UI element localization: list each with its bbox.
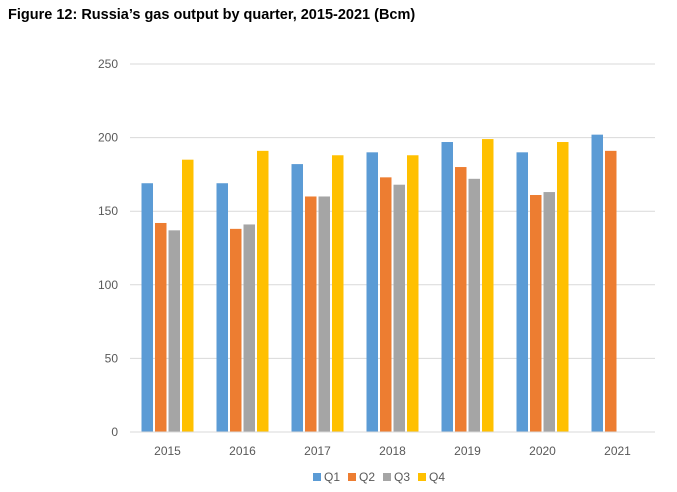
bar-q3-2017 [318,196,330,432]
bar-q2-2015 [155,222,167,432]
legend-label-q4: Q4 [429,470,445,484]
legend-label-q1: Q1 [324,470,340,484]
legend-label-q2: Q2 [359,470,375,484]
bar-q1-2021 [591,134,603,432]
y-tick-label: 50 [105,351,119,365]
x-tick-label: 2021 [604,444,631,458]
bar-q4-2015 [182,159,194,432]
bar-q2-2017 [305,196,317,432]
bar-q4-2019 [482,139,494,432]
legend-label-q3: Q3 [394,470,410,484]
bar-q3-2015 [168,230,180,432]
bar-q3-2019 [468,178,480,432]
bar-q4-2016 [257,150,269,432]
legend-swatch-q1 [313,473,321,481]
y-axis-tick-labels: 0 50 100 150 200 250 [98,57,118,439]
legend-swatch-q3 [383,473,391,481]
bar-q1-2018 [366,152,378,432]
bar-q2-2021 [605,150,617,432]
x-tick-label: 2017 [304,444,331,458]
bar-q4-2018 [407,155,419,432]
bar-q4-2017 [332,155,344,432]
bar-q1-2019 [441,142,453,433]
chart-title: Figure 12: Russia’s gas output by quarte… [8,7,416,23]
bar-q2-2020 [530,195,542,432]
legend-swatch-q2 [348,473,356,481]
bar-q1-2020 [516,152,528,432]
bar-q1-2016 [216,183,228,432]
x-tick-label: 2016 [229,444,256,458]
x-tick-label: 2015 [154,444,181,458]
legend: Q1 Q2 Q3 Q4 [313,470,445,484]
bar-q2-2016 [230,228,242,432]
bar-q3-2018 [393,184,405,432]
x-tick-label: 2019 [454,444,481,458]
bar-q2-2018 [380,177,392,432]
bar-q3-2020 [543,192,555,432]
gridlines [130,63,655,359]
x-tick-label: 2020 [529,444,556,458]
x-axis-tick-labels: 2015 2016 2017 2018 2019 2020 2021 [154,444,631,458]
legend-swatch-q4 [418,473,426,481]
y-tick-label: 200 [98,131,118,145]
bar-q3-2016 [243,224,255,432]
x-tick-label: 2018 [379,444,406,458]
y-tick-label: 250 [98,57,118,71]
bar-q1-2017 [291,164,303,432]
y-tick-label: 150 [98,204,118,218]
bar-q1-2015 [141,183,153,432]
y-tick-label: 100 [98,278,118,292]
bar-q4-2020 [557,142,569,433]
bar-q2-2019 [455,167,467,433]
y-tick-label: 0 [111,425,118,439]
bars [141,134,617,433]
